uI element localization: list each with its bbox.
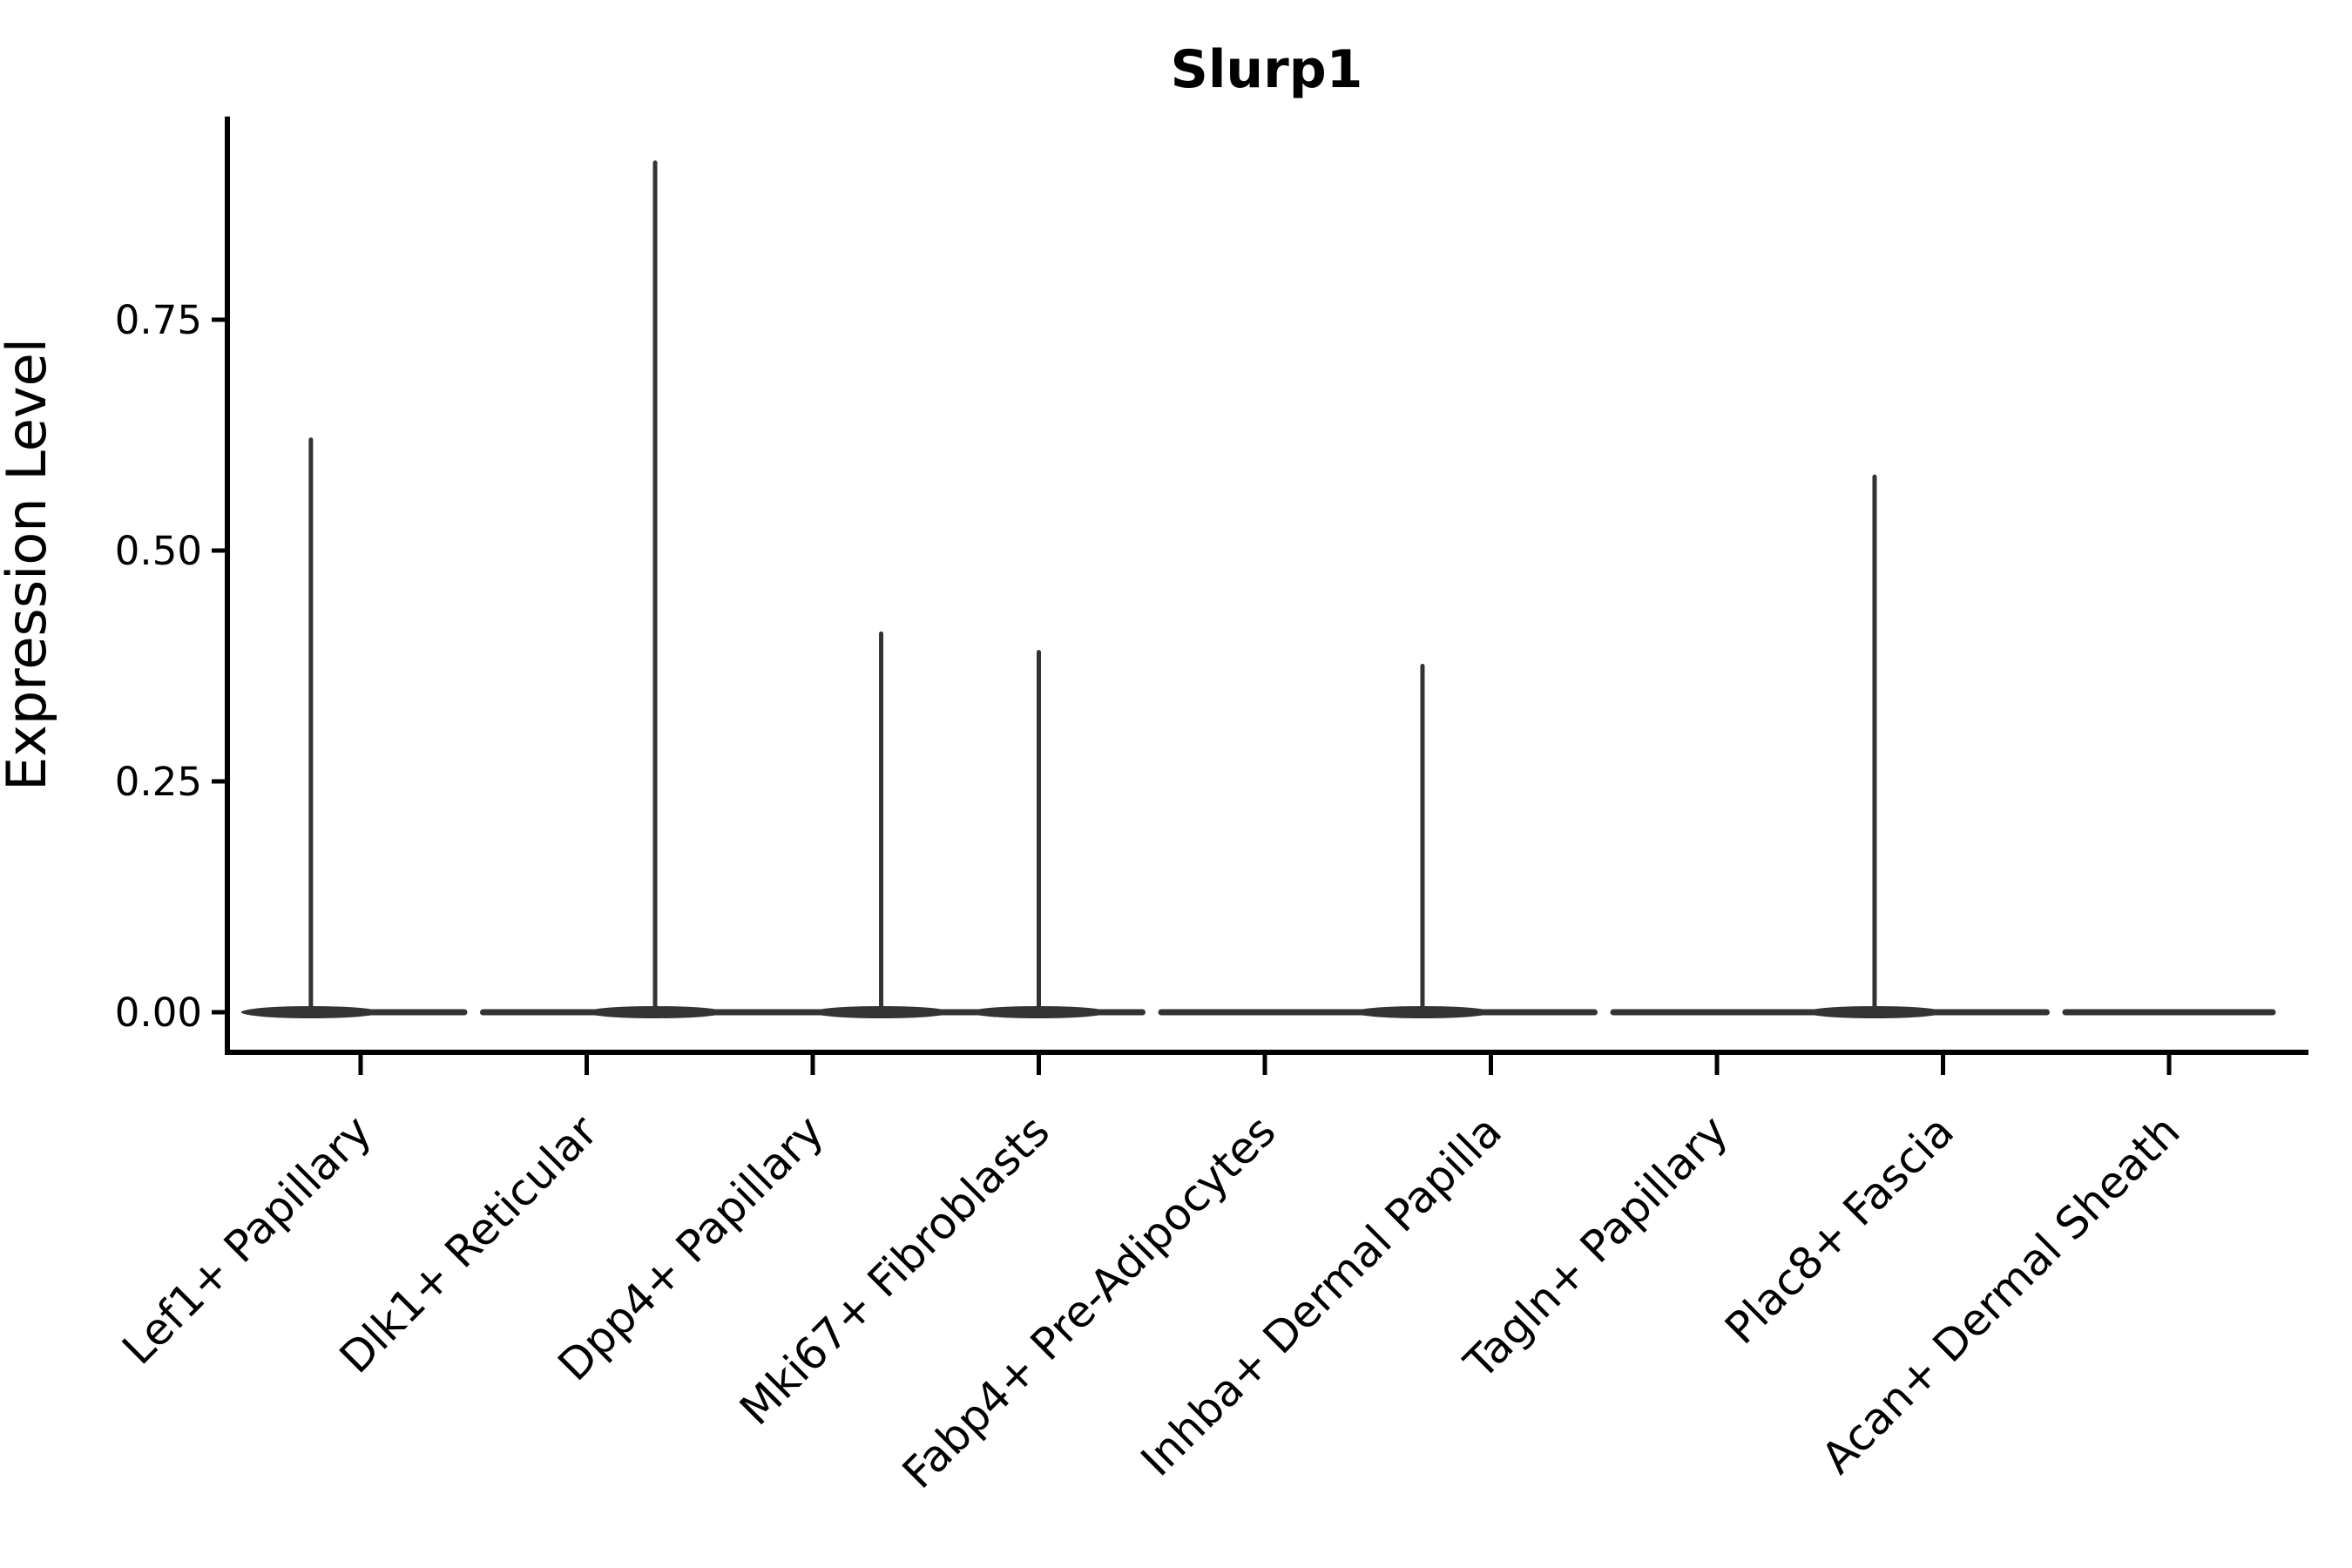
x-tick-label: Fabp4+ Pre-Adipocytes	[893, 1105, 1286, 1498]
y-tick-label: 0.25	[115, 759, 202, 805]
y-axis-title: Expression Level	[0, 338, 58, 791]
x-tick-label: Plac8+ Fascia	[1715, 1105, 1963, 1354]
x-tick-label: Inhba+ Dermal Papilla	[1132, 1105, 1511, 1485]
y-tick-label: 0.00	[115, 990, 202, 1036]
y-tick-label: 0.50	[115, 528, 202, 574]
x-tick-label: Lef1+ Papillary	[112, 1105, 381, 1374]
y-tick-label: 0.75	[115, 297, 202, 343]
x-tick-label: Acan+ Dermal Sheath	[1812, 1105, 2190, 1484]
chart-title: Slurp1	[1171, 39, 1363, 100]
